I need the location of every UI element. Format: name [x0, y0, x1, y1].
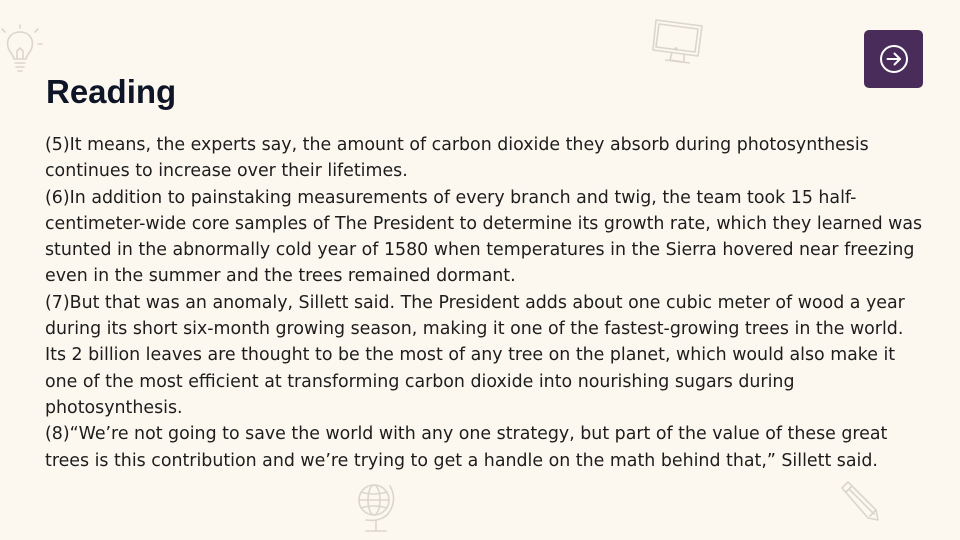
- pencil-icon: [836, 478, 882, 524]
- arrow-right-circle-icon: [879, 44, 909, 74]
- reading-passage: (5)It means, the experts say, the amount…: [45, 132, 925, 474]
- paragraph-6: (6)In addition to painstaking measuremen…: [45, 187, 923, 287]
- monitor-icon: [650, 14, 708, 66]
- paragraph-5: (5)It means, the experts say, the amount…: [45, 135, 869, 182]
- paragraph-7: (7)But that was an anomaly, Sillett said…: [45, 292, 905, 418]
- lightbulb-icon: [0, 24, 46, 74]
- slide-title: Reading: [46, 73, 177, 110]
- next-button[interactable]: [864, 30, 923, 88]
- globe-icon: [352, 478, 400, 536]
- paragraph-8: (8)“We’re not going to save the world wi…: [45, 424, 888, 471]
